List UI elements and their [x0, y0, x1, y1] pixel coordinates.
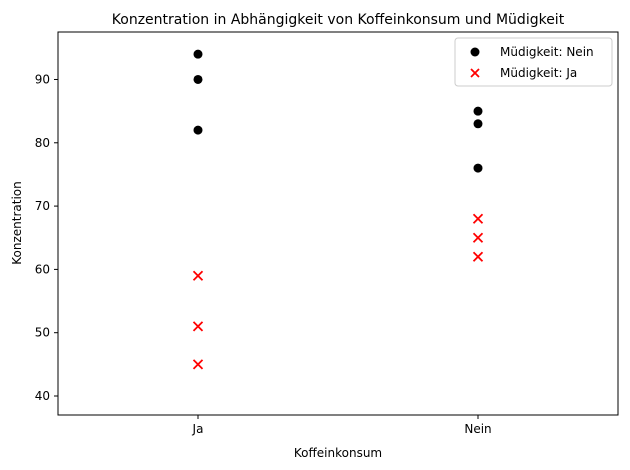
- data-point-s1-5: [472, 251, 484, 262]
- data-point-s0-0: [193, 49, 203, 59]
- y-tick-label: 60: [35, 262, 50, 276]
- y-tick-label: 40: [35, 389, 50, 403]
- y-tick-label: 50: [35, 326, 50, 340]
- data-point-s1-3: [472, 213, 484, 224]
- legend: Müdigkeit: Nein Müdigkeit: Ja: [454, 37, 613, 87]
- data-point-s0-1: [193, 74, 203, 84]
- data-point-s0-2: [193, 125, 203, 135]
- legend-label-1: Müdigkeit: Ja: [500, 66, 577, 80]
- plot-area: [192, 49, 484, 370]
- legend-label-0: Müdigkeit: Nein: [500, 45, 594, 59]
- y-tick-label: 90: [35, 72, 50, 86]
- y-axis-label: Konzentration: [10, 181, 24, 264]
- data-point-s1-4: [472, 232, 484, 243]
- legend-marker-0: [470, 47, 480, 57]
- plot-frame: [57, 31, 619, 416]
- y-axis: 40 50 60 70 80 90: [35, 72, 58, 403]
- legend-marker-1: [470, 68, 480, 78]
- y-tick-label: 70: [35, 199, 50, 213]
- data-point-s1-0: [192, 270, 204, 281]
- data-point-s1-1: [192, 321, 204, 332]
- legend-box: [454, 37, 613, 87]
- x-tick-label: Ja: [192, 422, 204, 436]
- data-point-s0-3: [473, 106, 483, 116]
- data-point-s1-2: [192, 359, 204, 370]
- x-axis-label: Koffeinkonsum: [294, 446, 382, 460]
- data-point-s0-4: [473, 119, 483, 129]
- x-tick-label: Nein: [464, 422, 491, 436]
- x-axis: Ja Nein: [192, 415, 492, 436]
- data-point-s0-5: [473, 163, 483, 173]
- y-tick-label: 80: [35, 136, 50, 150]
- chart-title: Konzentration in Abhängigkeit von Koffei…: [112, 12, 565, 28]
